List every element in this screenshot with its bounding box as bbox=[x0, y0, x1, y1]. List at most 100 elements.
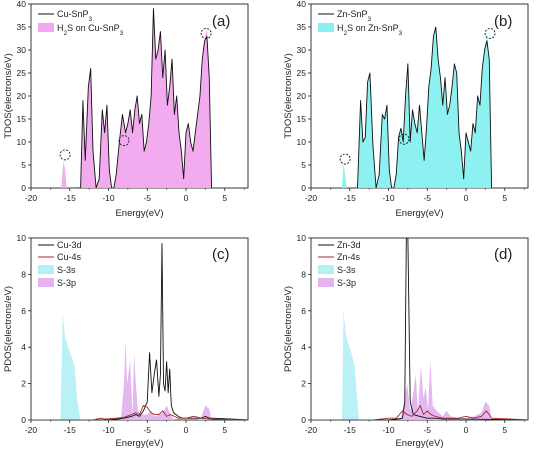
legend-swatch-s-3s bbox=[318, 265, 334, 274]
x-tick-label: -15 bbox=[344, 193, 357, 203]
x-tick-label: 0 bbox=[464, 425, 469, 435]
y-tick-label: 35 bbox=[297, 22, 307, 32]
highlight-circle-2 bbox=[118, 135, 130, 147]
panel-label: (b) bbox=[494, 13, 512, 30]
x-tick-label: 5 bbox=[222, 193, 227, 203]
y-tick-label: 30 bbox=[297, 45, 307, 55]
y-tick-label: 10 bbox=[297, 137, 307, 147]
x-tick-label: -20 bbox=[305, 425, 318, 435]
series-line-cu-3d bbox=[31, 243, 248, 420]
x-tick-label: -15 bbox=[344, 425, 357, 435]
x-axis-label: Energy(eV) bbox=[395, 208, 443, 219]
legend-label-h2s-zn: H2S on Zn-SnP3 bbox=[337, 23, 403, 37]
legend-label-cu-4s: Cu-4s bbox=[57, 252, 82, 262]
highlight-circle-1 bbox=[339, 153, 351, 165]
y-tick-label: 40 bbox=[297, 0, 307, 9]
y-tick-label: 2 bbox=[301, 379, 306, 389]
y-tick-label: 0 bbox=[21, 183, 26, 193]
legend-swatch-s-3p bbox=[38, 278, 54, 287]
y-tick-label: 5 bbox=[301, 160, 306, 170]
series-area-s-3s bbox=[60, 312, 81, 420]
legend-label-s-3p: S-3p bbox=[337, 278, 356, 288]
y-tick-label: 10 bbox=[17, 137, 27, 147]
y-tick-label: 6 bbox=[301, 306, 306, 316]
panel-d: -20 -15 -10 -5 0 5 0 2 4 6 8 10 Zn-3d Zn-4s S-3s S-… bbox=[283, 233, 529, 449]
series-area-h2s-on-cu-snp3 bbox=[61, 8, 212, 188]
x-tick-label: -15 bbox=[64, 193, 77, 203]
x-axis-label: Energy(eV) bbox=[115, 438, 163, 449]
y-tick-label: 2 bbox=[21, 379, 26, 389]
x-tick-label: -10 bbox=[102, 425, 115, 435]
y-tick-label: 25 bbox=[17, 68, 27, 78]
y-tick-label: 20 bbox=[297, 91, 307, 101]
series-area-s-3p bbox=[120, 339, 212, 420]
x-tick-label: 0 bbox=[464, 193, 469, 203]
y-tick-label: 40 bbox=[17, 0, 27, 9]
legend-swatch-h2s-cu bbox=[38, 23, 54, 32]
panel-label: (d) bbox=[494, 246, 512, 263]
y-tick-label: 25 bbox=[297, 68, 307, 78]
y-tick-label: 30 bbox=[17, 45, 27, 55]
y-tick-label: 8 bbox=[301, 269, 306, 279]
y-tick-label: 8 bbox=[21, 269, 26, 279]
y-tick-label: 4 bbox=[21, 342, 26, 352]
legend: Cu-3d Cu-4s S-3s S-3p bbox=[38, 240, 82, 288]
y-tick-label: 20 bbox=[17, 91, 27, 101]
x-tick-label: -5 bbox=[423, 425, 431, 435]
x-tick-label: -10 bbox=[102, 193, 115, 203]
y-axis-label: PDOS(electrons/eV) bbox=[283, 286, 294, 372]
legend-label-cu-snp3: Cu-SnP3 bbox=[57, 9, 93, 23]
legend-swatch-h2s-zn bbox=[318, 23, 334, 32]
x-tick-label: 5 bbox=[502, 425, 507, 435]
y-axis-label: TDOS(electrons/eV) bbox=[283, 53, 294, 139]
y-tick-label: 0 bbox=[21, 415, 26, 425]
panel-b: -20 -15 -10 -5 0 5 0 5 10 15 20 25 30 35 40 Zn-SnP3 H2… bbox=[283, 0, 529, 219]
x-tick-label: 0 bbox=[184, 193, 189, 203]
x-tick-label: -10 bbox=[382, 425, 395, 435]
y-tick-label: 0 bbox=[301, 415, 306, 425]
highlight-circle-1 bbox=[59, 149, 71, 161]
y-tick-label: 5 bbox=[21, 160, 26, 170]
highlight-circle-3 bbox=[484, 27, 496, 39]
series-area-s-3s bbox=[342, 310, 360, 420]
x-tick-label: -5 bbox=[143, 425, 151, 435]
panel-label: (c) bbox=[212, 246, 230, 263]
legend-swatch-s-3s bbox=[38, 265, 54, 274]
highlight-circle-2 bbox=[398, 133, 410, 145]
y-tick-label: 35 bbox=[17, 22, 27, 32]
x-tick-label: -20 bbox=[25, 425, 38, 435]
legend-label-zn-snp3: Zn-SnP3 bbox=[337, 9, 372, 23]
series-area-s-3p bbox=[400, 359, 492, 420]
x-tick-label: 0 bbox=[184, 425, 189, 435]
x-tick-label: -10 bbox=[382, 193, 395, 203]
y-tick-label: 4 bbox=[301, 342, 306, 352]
legend-label-h2s-cu: H2S on Cu-SnP3 bbox=[57, 23, 124, 37]
y-tick-label: 10 bbox=[297, 233, 307, 243]
x-tick-label: -20 bbox=[305, 193, 318, 203]
panel-label: (a) bbox=[212, 13, 230, 30]
x-tick-label: -5 bbox=[423, 193, 431, 203]
y-axis-label: TDOS(electrons/eV) bbox=[3, 53, 14, 139]
series-line-zn-snp3 bbox=[357, 26, 493, 188]
x-tick-label: 5 bbox=[502, 193, 507, 203]
panel-c: -20 -15 -10 -5 0 5 0 2 4 6 8 10 Cu-3d Cu-4s S-3s S-… bbox=[3, 233, 249, 449]
legend-label-zn-4s: Zn-4s bbox=[337, 252, 361, 262]
series-line-cu-4s bbox=[31, 404, 248, 420]
y-tick-label: 6 bbox=[21, 306, 26, 316]
legend: Zn-SnP3 H2S on Zn-SnP3 bbox=[318, 9, 403, 37]
x-tick-label: -20 bbox=[25, 193, 38, 203]
x-tick-label: 5 bbox=[222, 425, 227, 435]
series-line-cu-snp3 bbox=[75, 8, 213, 188]
legend-label-s-3p: S-3p bbox=[57, 278, 76, 288]
legend: Cu-SnP3 H2S on Cu-SnP3 bbox=[38, 9, 124, 37]
y-tick-label: 15 bbox=[297, 114, 307, 124]
series-line-zn-4s bbox=[311, 404, 528, 420]
highlight-circle-3 bbox=[200, 27, 212, 39]
legend-swatch-s-3p bbox=[318, 278, 334, 287]
x-tick-label: -5 bbox=[143, 193, 151, 203]
legend-label-s-3s: S-3s bbox=[337, 265, 356, 275]
legend-label-cu-3d: Cu-3d bbox=[57, 240, 82, 250]
panel-a: -20 -15 -10 -5 0 5 0 5 10 15 20 25 30 35 40 Cu-SnP3 H2… bbox=[3, 0, 249, 219]
x-tick-label: -15 bbox=[64, 425, 77, 435]
